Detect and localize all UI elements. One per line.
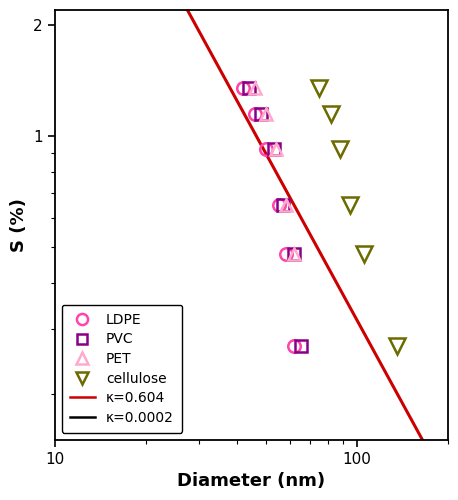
Y-axis label: S (%): S (%)	[10, 198, 28, 252]
Legend: LDPE, PVC, PET, cellulose, κ=0.604, κ=0.0002: LDPE, PVC, PET, cellulose, κ=0.604, κ=0.…	[62, 304, 182, 433]
X-axis label: Diameter (nm): Diameter (nm)	[177, 472, 326, 490]
